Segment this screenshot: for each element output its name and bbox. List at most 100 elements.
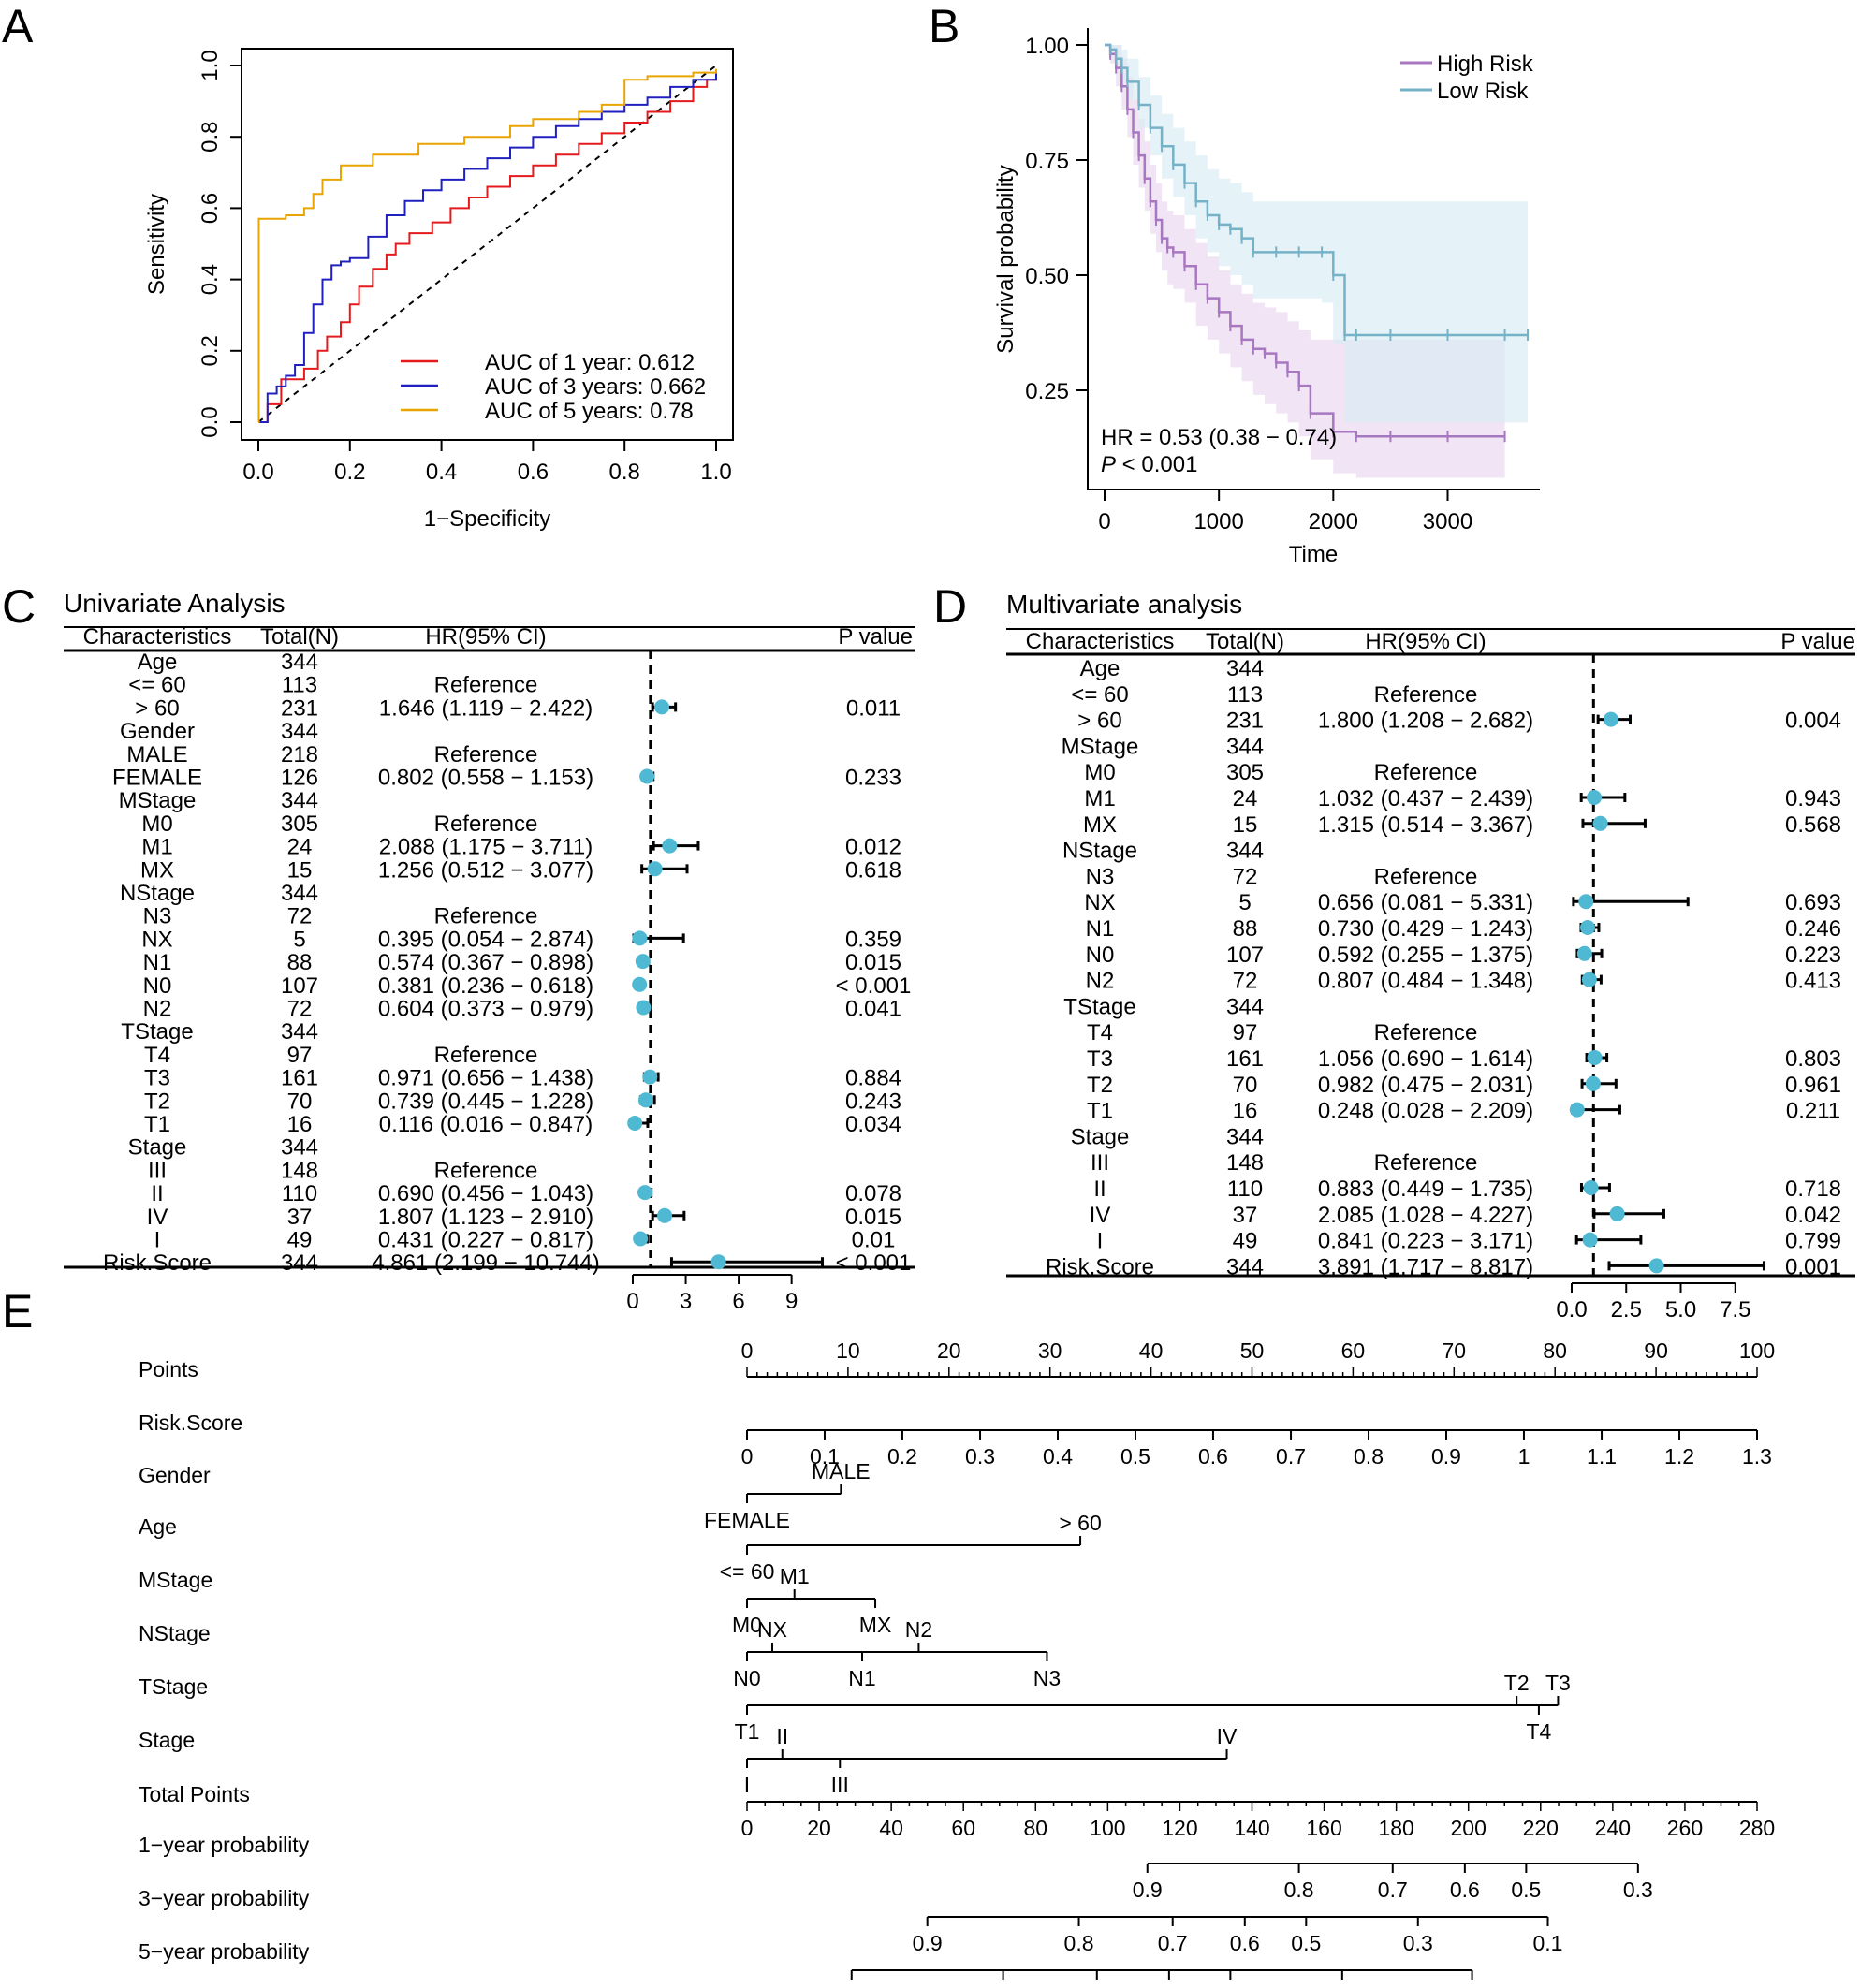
forest-row-n: 15	[1233, 812, 1258, 838]
forest-point	[1583, 1180, 1599, 1195]
forest-row-n: 113	[1227, 682, 1263, 708]
nomogram-prob-label: 0.8	[989, 1984, 1018, 1988]
nomogram-row-name: TStage	[139, 1674, 208, 1699]
roc-legend-label-1: AUC of 3 years: 0.662	[485, 374, 706, 400]
forest-row-hr: Reference	[434, 673, 538, 698]
forest-row-n: 231	[1226, 709, 1264, 734]
forest-point	[636, 1000, 652, 1016]
nomogram-prob-label: 0.5	[1291, 1931, 1321, 1955]
forest-row-hr: 0.381 (0.236 − 0.618)	[378, 973, 593, 999]
nomogram-total-label: 120	[1162, 1816, 1197, 1840]
nomogram-row-name: Age	[139, 1514, 177, 1539]
forest-point	[1587, 790, 1603, 805]
roc-legend-label-2: AUC of 5 years: 0.78	[485, 399, 694, 424]
forest-row-label: Age	[138, 650, 178, 675]
forest-x-tick-label: 9	[785, 1289, 798, 1314]
forest-row-p: 0.803	[1785, 1046, 1841, 1072]
forest-row-n: 88	[287, 950, 313, 975]
forest-row-p: 0.012	[845, 835, 901, 860]
nomogram-cat-label: T4	[1527, 1719, 1552, 1744]
forest-row-n: 305	[1226, 760, 1264, 785]
forest-row-label: NX	[1084, 890, 1115, 915]
nomogram-cat-label: N1	[848, 1666, 875, 1690]
forest-row-label: N0	[143, 973, 172, 999]
forest-row-n: 97	[1233, 1020, 1258, 1045]
forest-point	[635, 954, 651, 970]
forest-row-n: 70	[287, 1089, 313, 1114]
forest-title: Univariate Analysis	[64, 589, 286, 618]
nomogram-prob-label: 0.6	[1450, 1878, 1480, 1902]
forest-x-tick-label: 2.5	[1611, 1297, 1642, 1323]
nomogram-cat-label: T1	[735, 1719, 760, 1744]
nomogram-prob-label: 0.8	[1284, 1878, 1314, 1902]
nomogram-prob-label: 0.7	[1378, 1878, 1408, 1902]
forest-point	[1603, 711, 1618, 727]
forest-row-hr: Reference	[434, 1043, 538, 1068]
nomogram-row-name: 1−year probability	[139, 1833, 310, 1857]
forest-header-1: Total(N)	[1206, 629, 1284, 654]
nomogram-risk-label: 1.1	[1587, 1444, 1617, 1469]
forest-header-3: P value	[838, 624, 913, 650]
forest-row-label: N3	[1086, 864, 1115, 889]
forest-row-hr: 0.730 (0.429 − 1.243)	[1318, 916, 1533, 942]
forest-point	[1585, 1075, 1601, 1091]
forest-row-p: 0.618	[845, 857, 901, 883]
km-p-label: P	[1101, 452, 1116, 477]
km-x-tick-label: 0	[1098, 509, 1110, 534]
forest-row-label: NStage	[120, 881, 195, 906]
forest-x-tick-label: 7.5	[1720, 1297, 1750, 1323]
forest-row-n: 72	[1233, 864, 1258, 889]
nomogram-risk-label: 0.7	[1276, 1444, 1306, 1469]
forest-row-label: T1	[144, 1112, 170, 1137]
nomogram-prob-label: 0.1	[1457, 1984, 1487, 1988]
forest-x-tick-label: 6	[732, 1289, 744, 1314]
panel-letter-e: E	[2, 1285, 33, 1338]
nomogram-risk-label: 0.4	[1043, 1444, 1073, 1469]
panel-letter-d: D	[933, 580, 967, 633]
forest-row-label: T4	[1087, 1020, 1113, 1045]
forest-row-p: 0.015	[845, 1205, 901, 1230]
roc-y-tick-label: 0.6	[198, 193, 223, 224]
nomogram-points-label: 40	[1139, 1338, 1164, 1363]
forest-row-n: 344	[1226, 734, 1264, 759]
forest-row-p: 0.359	[845, 927, 901, 952]
nomogram-prob-label: 0.3	[1403, 1931, 1433, 1955]
nomogram-row-name: Gender	[139, 1463, 211, 1487]
forest-row-hr: 1.807 (1.123 − 2.910)	[378, 1205, 593, 1230]
forest-row-label: Age	[1080, 656, 1120, 681]
forest-point	[632, 930, 648, 946]
km-legend-label-0: High Risk	[1437, 51, 1534, 77]
forest-row-n: 161	[1226, 1046, 1264, 1072]
roc-x-tick-label: 0.0	[242, 460, 273, 485]
nomogram-cat-label: N0	[733, 1666, 760, 1690]
forest-row-n: 107	[1226, 943, 1264, 968]
nomogram-cat-label: IV	[1217, 1724, 1238, 1748]
nomogram-cat-label: III	[831, 1773, 849, 1797]
forest-header-0: Characteristics	[83, 624, 232, 650]
forest-row-hr: Reference	[1374, 760, 1478, 785]
roc-y-tick-label: 0.8	[198, 122, 223, 153]
nomogram-total-label: 280	[1739, 1816, 1775, 1840]
roc-y-tick-label: 0.0	[198, 406, 223, 437]
km-y-tick-label: 0.25	[1025, 379, 1069, 404]
forest-row-label: Risk.Score	[103, 1250, 212, 1276]
forest-row-n: 305	[281, 811, 318, 837]
forest-point	[1581, 972, 1597, 987]
forest-row-p: 0.004	[1785, 709, 1841, 734]
km-x-tick-label: 1000	[1194, 509, 1243, 534]
forest-row-n: 113	[282, 673, 317, 698]
forest-row-label: N1	[143, 950, 172, 975]
roc-curve-0	[258, 72, 717, 423]
forest-row-hr: 0.431 (0.227 − 0.817)	[378, 1228, 593, 1253]
nomogram-cat-label: II	[776, 1724, 788, 1748]
forest-row-hr: 0.592 (0.255 − 1.375)	[1318, 943, 1533, 968]
forest-row-hr: 1.800 (1.208 − 2.682)	[1318, 709, 1533, 734]
km-p-annotation: P < 0.001	[1101, 452, 1197, 477]
forest-row-label: MALE	[126, 742, 187, 767]
nomogram-total-label: 220	[1523, 1816, 1559, 1840]
forest-row-p: 0.011	[846, 695, 901, 721]
forest-row-n: 97	[287, 1043, 313, 1068]
km-y-tick-label: 0.50	[1025, 264, 1069, 289]
forest-row-label: IV	[147, 1205, 168, 1230]
forest-row-hr: 0.248 (0.028 − 2.209)	[1318, 1099, 1533, 1124]
